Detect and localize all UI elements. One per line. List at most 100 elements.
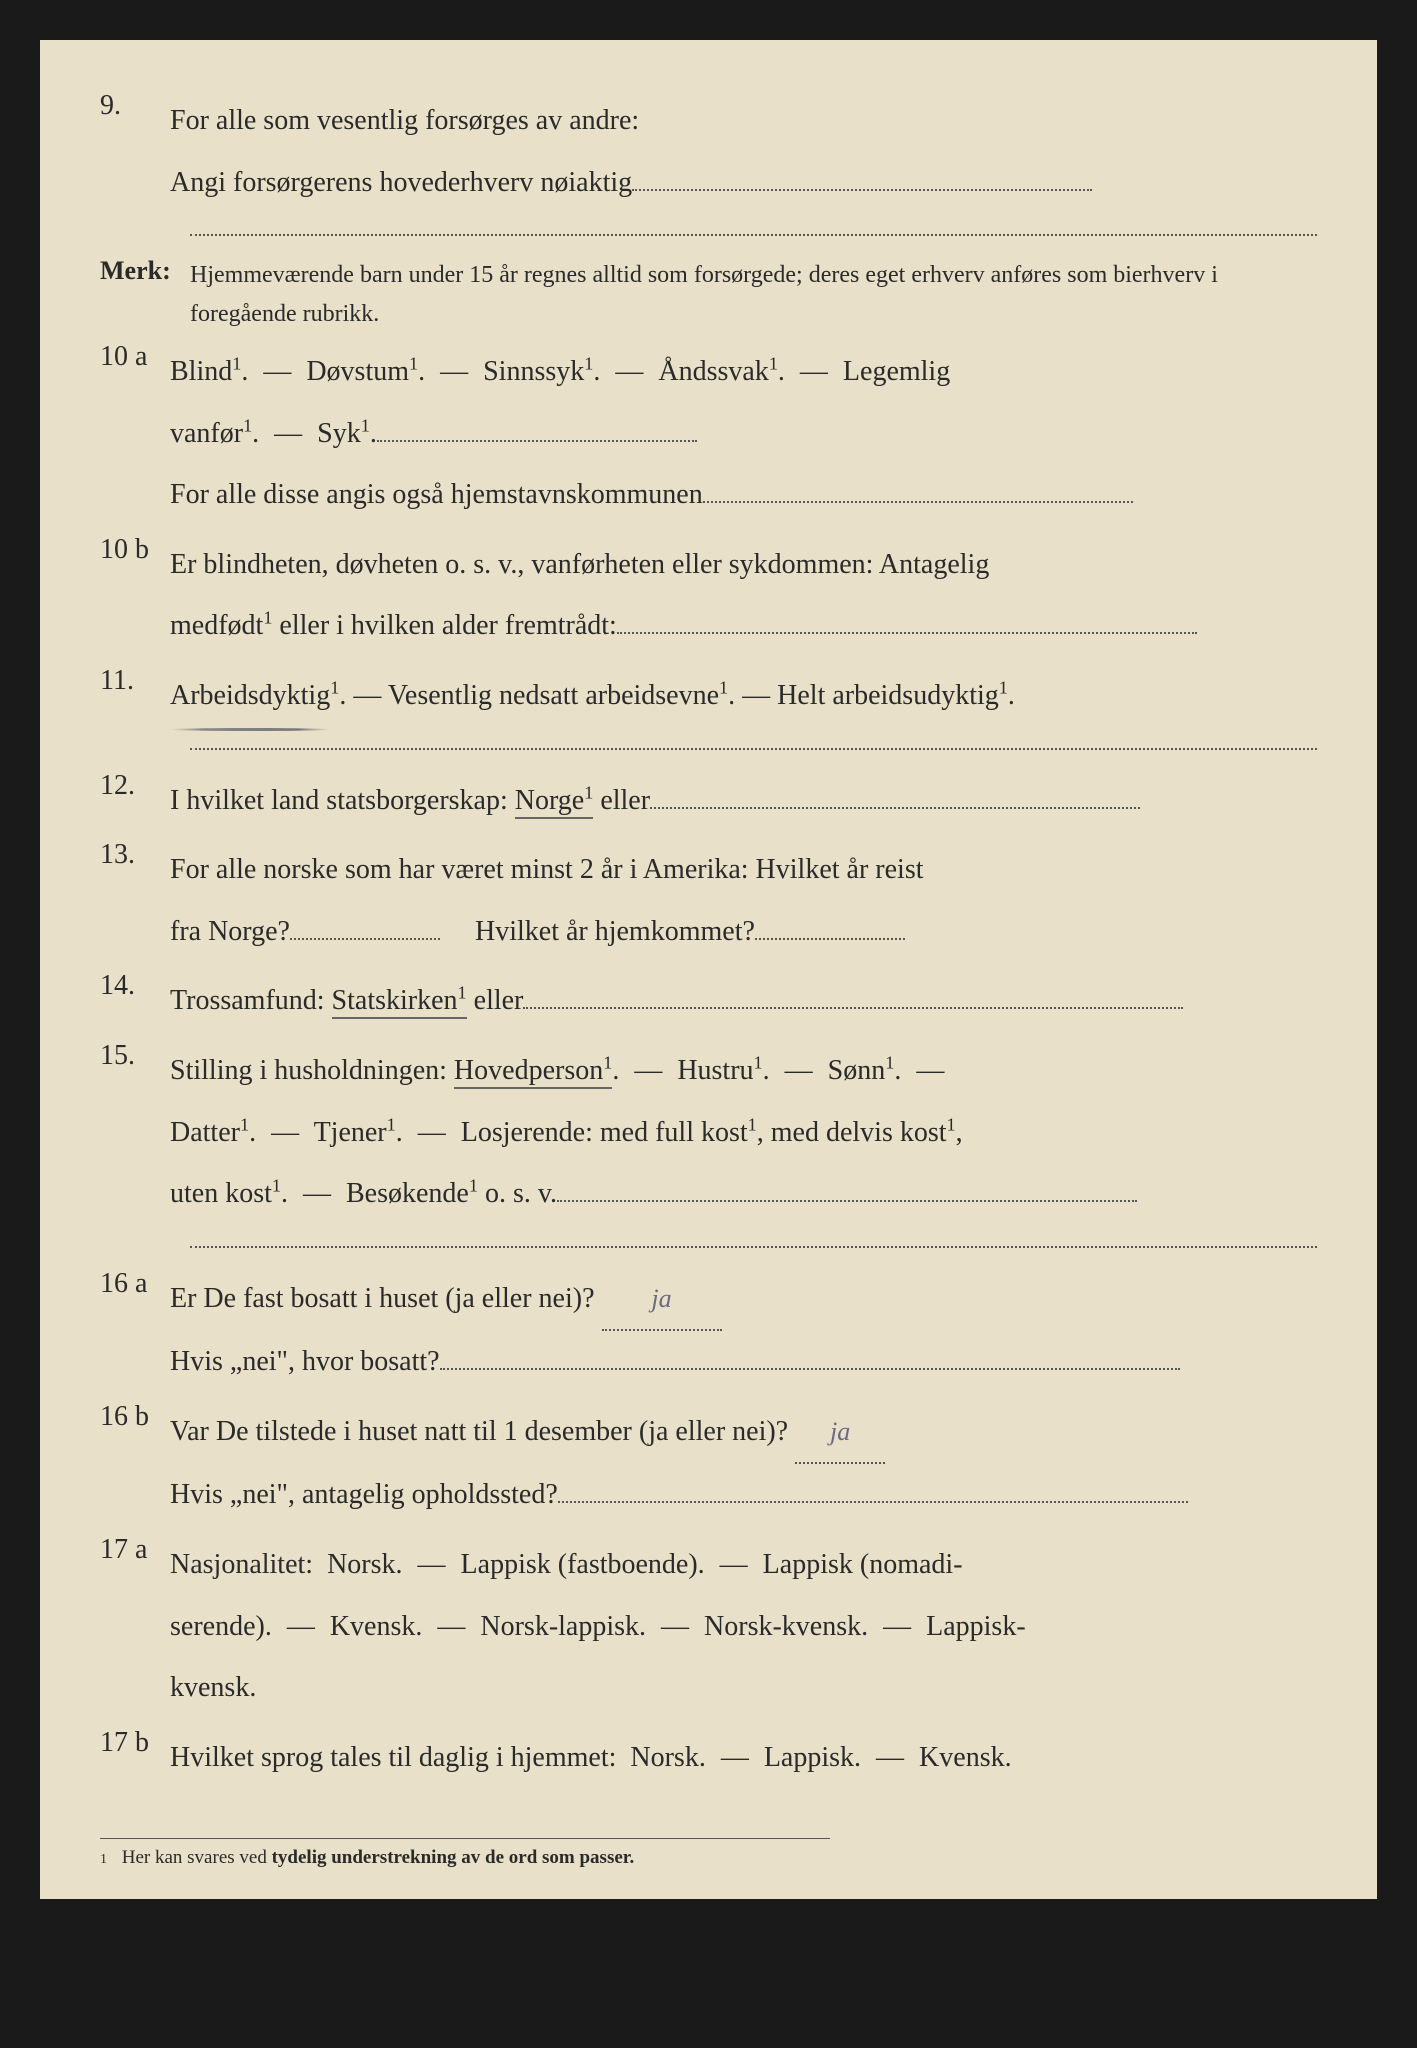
opt-text: Norge: [515, 785, 584, 816]
opt-underlined: Hovedperson1: [454, 1055, 612, 1089]
sup: 1: [584, 782, 593, 802]
sup: 1: [584, 354, 593, 374]
bes: Besøkende: [346, 1178, 469, 1209]
question-number: 16 a: [100, 1268, 170, 1300]
dash: —: [271, 1117, 299, 1148]
los-opt: med delvis kost: [771, 1117, 947, 1148]
opt-underlined: Norge1: [515, 785, 594, 819]
sup: 1: [469, 1176, 478, 1196]
opt: Lappisk-: [926, 1611, 1026, 1642]
fill-line: [632, 189, 1092, 191]
document-page: 9. For alle som vesentlig forsørges av a…: [40, 40, 1377, 1899]
merk-note: Merk: Hjemmeværende barn under 15 år reg…: [100, 256, 1317, 333]
dash: —: [785, 1055, 813, 1086]
question-content: Arbeidsdyktig1. — Vesentlig nedsatt arbe…: [170, 665, 1317, 727]
q13-line2b: Hvilket år hjemkommet?: [475, 916, 755, 947]
question-number: 10 a: [100, 341, 170, 373]
opt-underlined: Statskirken1: [332, 985, 467, 1019]
question-content: Stilling i husholdningen: Hovedperson1. …: [170, 1040, 1317, 1225]
sup: 1: [885, 1053, 894, 1073]
opt-text: Statskirken: [332, 985, 458, 1016]
question-number: 12.: [100, 770, 170, 802]
fill-answer: ja: [602, 1268, 722, 1332]
sup: 1: [272, 1176, 281, 1196]
dash: —: [721, 1742, 749, 1773]
fill-line: [650, 807, 1140, 809]
q13-line1: For alle norske som har været minst 2 år…: [170, 854, 924, 885]
sup: 1: [603, 1053, 612, 1073]
q9-line2: Angi forsørgerens hovederhverv nøiaktig: [170, 167, 632, 198]
opt: Døvstum: [306, 356, 409, 387]
merk-label: Merk:: [100, 256, 190, 286]
q12-text: I hvilket land statsborgerskap:: [170, 785, 515, 816]
sup: 1: [387, 1114, 396, 1134]
question-13: 13. For alle norske som har været minst …: [100, 839, 1317, 962]
opt: Hustru: [677, 1055, 753, 1086]
sup: 1: [361, 415, 370, 435]
dash: —: [883, 1611, 911, 1642]
question-number: 13.: [100, 839, 170, 871]
question-content: For alle norske som har været minst 2 år…: [170, 839, 1317, 962]
question-10a: 10 a Blind1. — Døvstum1. — Sinnssyk1. — …: [100, 341, 1317, 526]
sup: 1: [458, 983, 467, 1003]
question-number: 14.: [100, 970, 170, 1002]
q14-text: Trossamfund:: [170, 985, 332, 1016]
question-17b: 17 b Hvilket sprog tales til daglig i hj…: [100, 1727, 1317, 1789]
opt: Kvensk.: [919, 1742, 1012, 1773]
fill-line: [755, 938, 905, 940]
opt: kvensk.: [170, 1672, 256, 1703]
dash: —: [263, 356, 291, 387]
separator-line: [190, 1245, 1317, 1248]
footnote-text-b: tydelig understrekning av de ord som pas…: [272, 1847, 635, 1868]
q17b-label: Hvilket sprog tales til daglig i hjemmet…: [170, 1742, 616, 1773]
sup: 1: [999, 678, 1008, 698]
fill-line: [377, 440, 697, 442]
question-content: Nasjonalitet: Norsk. — Lappisk (fastboen…: [170, 1534, 1317, 1719]
sup: 1: [330, 678, 339, 698]
q10b-line2a: medfødt: [170, 610, 263, 641]
opt: Legemlig: [843, 356, 950, 387]
question-content: Var De tilstede i huset natt til 1 desem…: [170, 1401, 1317, 1526]
opt: Blind: [170, 356, 232, 387]
dash: —: [437, 1611, 465, 1642]
fill-line: [557, 1200, 1137, 1202]
q17a-label: Nasjonalitet:: [170, 1549, 313, 1580]
dash: —: [634, 1055, 662, 1086]
opt: Norsk.: [630, 1742, 705, 1773]
dash: —: [876, 1742, 904, 1773]
sup: 1: [240, 1114, 249, 1134]
question-number: 15.: [100, 1040, 170, 1072]
q15-text: Stilling i husholdningen:: [170, 1055, 454, 1086]
question-content: For alle som vesentlig forsørges av andr…: [170, 90, 1317, 213]
q16b-line1: Var De tilstede i huset natt til 1 desem…: [170, 1416, 788, 1447]
opt: Kvensk.: [330, 1611, 423, 1642]
opt: Syk: [317, 418, 361, 449]
question-number: 17 a: [100, 1534, 170, 1566]
dash: —: [418, 1549, 446, 1580]
question-number: 16 b: [100, 1401, 170, 1433]
question-11: 11. Arbeidsdyktig1. — Vesentlig nedsatt …: [100, 665, 1317, 727]
dash: —: [800, 356, 828, 387]
question-number: 17 b: [100, 1727, 170, 1759]
sup: 1: [947, 1114, 956, 1134]
footnote-marker: 1: [100, 1852, 107, 1867]
opt: Norsk-kvensk.: [704, 1611, 868, 1642]
question-content: Er blindheten, døvheten o. s. v., vanfør…: [170, 534, 1317, 657]
q16b-line2: Hvis „nei", antagelig opholdssted?: [170, 1479, 558, 1510]
fill-line: [523, 1007, 1183, 1009]
opt: Norsk-lappisk.: [480, 1611, 646, 1642]
q13-line2a: fra Norge?: [170, 916, 290, 947]
opt: serende).: [170, 1611, 272, 1642]
fill-line: [290, 938, 440, 940]
sup: 1: [754, 1053, 763, 1073]
question-15: 15. Stilling i husholdningen: Hovedperso…: [100, 1040, 1317, 1225]
sup: 1: [748, 1114, 757, 1134]
opt: Norsk.: [327, 1549, 402, 1580]
question-14: 14. Trossamfund: Statskirken1 eller: [100, 970, 1317, 1032]
question-content: Trossamfund: Statskirken1 eller: [170, 970, 1317, 1032]
opt: Sinnssyk: [483, 356, 584, 387]
opt: Lappisk.: [764, 1742, 861, 1773]
sup: 1: [719, 678, 728, 698]
q12-text-b: eller: [600, 785, 650, 816]
q9-line1: For alle som vesentlig forsørges av andr…: [170, 105, 639, 136]
